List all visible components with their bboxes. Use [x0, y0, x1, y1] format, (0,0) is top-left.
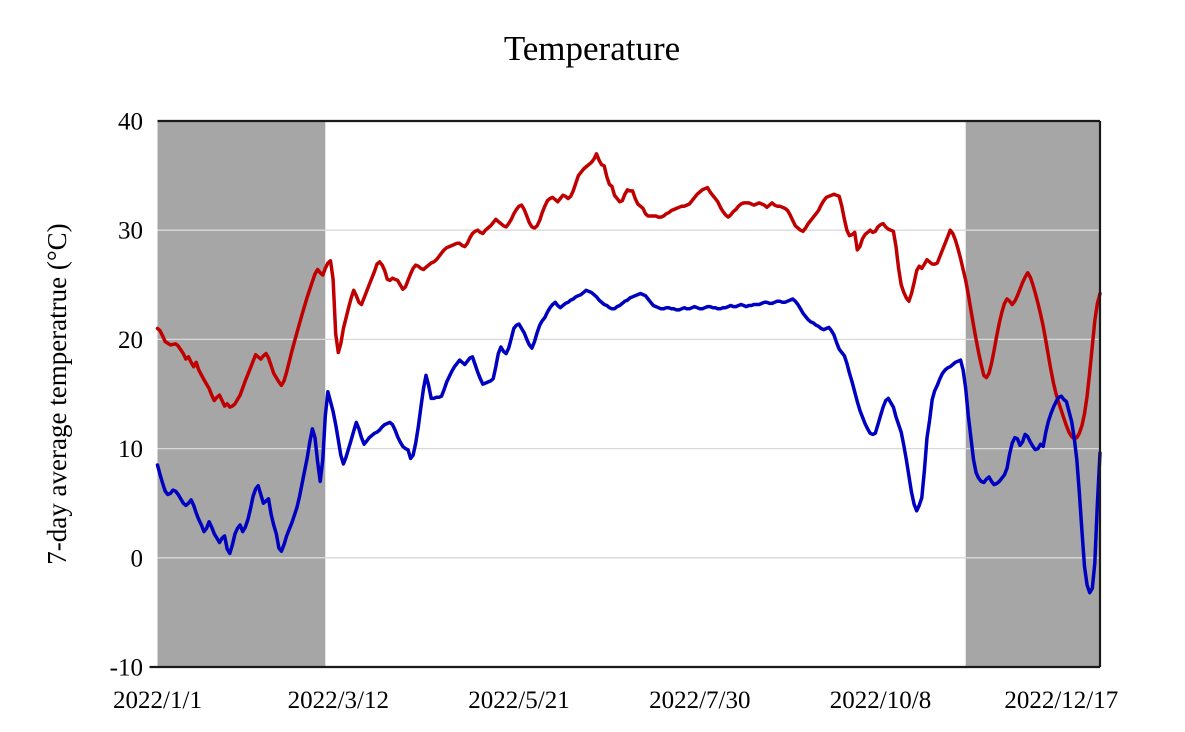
red-upper-line [155, 152, 1102, 441]
plot-border-group [149, 119, 1102, 669]
y-tick-label: 20 [118, 327, 143, 354]
y-tick-label: 0 [131, 545, 144, 572]
x-tick-label: 2022/3/12 [288, 687, 389, 714]
x-tick-label: 2022/12/17 [1004, 687, 1118, 714]
y-tick-label: -10 [110, 655, 143, 682]
x-tick-labels-group: 2022/1/1 2022/3/12 2022/5/21 2022/7/30 2022/… [113, 687, 1118, 714]
y-tick-label: 30 [118, 218, 143, 245]
y-tick-label: 10 [118, 436, 143, 463]
shaded-regions-group [157, 121, 1100, 667]
x-tick-label: 2022/7/30 [649, 687, 750, 714]
y-tick-labels-group: -10 0 10 20 30 40 [110, 109, 143, 682]
x-tick-label: 2022/10/8 [830, 687, 931, 714]
y-axis-title: 7-day average temperatrue (°C) [42, 223, 72, 564]
x-tick-label: 2022/1/1 [113, 687, 202, 714]
x-tick-label: 2022/5/21 [468, 687, 569, 714]
shaded-region [965, 121, 1100, 667]
blue-lower-line [155, 288, 1102, 595]
chart-title: Temperature [504, 29, 680, 68]
y-tick-label: 40 [118, 109, 143, 136]
series-group [155, 152, 1102, 595]
